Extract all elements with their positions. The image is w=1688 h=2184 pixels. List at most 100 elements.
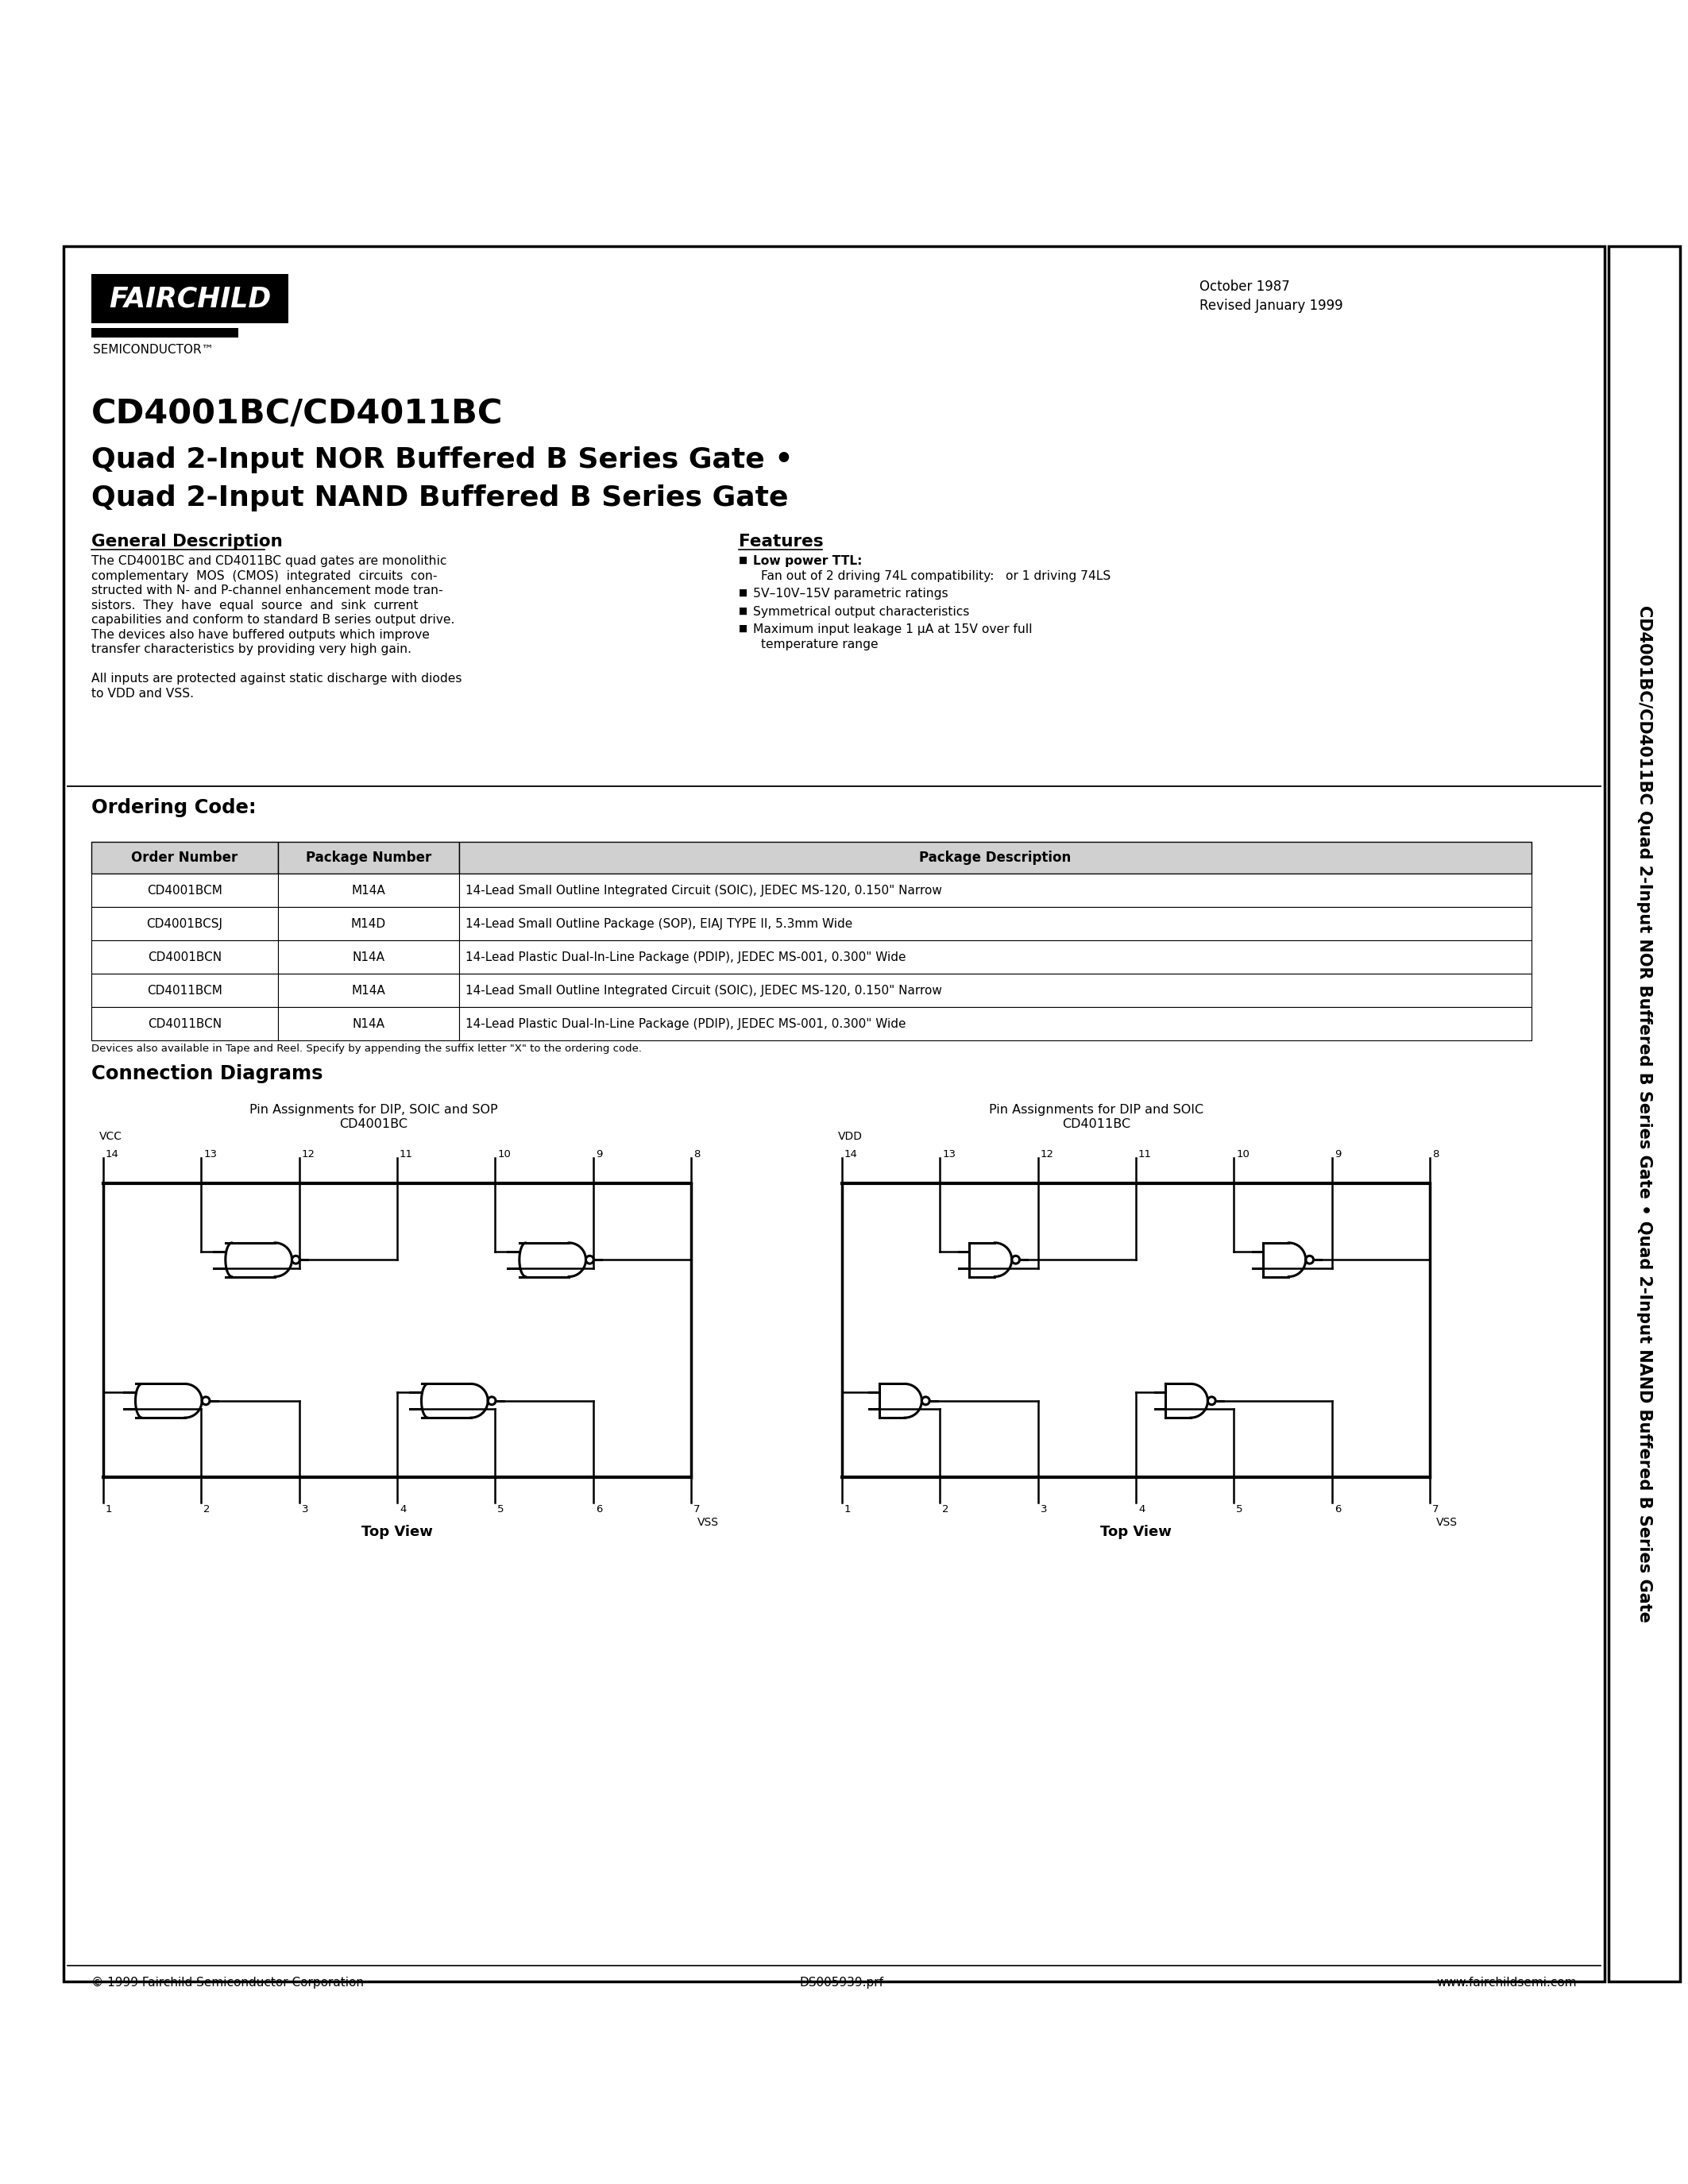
Bar xyxy=(91,974,279,1007)
Text: 14-Lead Small Outline Integrated Circuit (SOIC), JEDEC MS-120, 0.150" Narrow: 14-Lead Small Outline Integrated Circuit… xyxy=(466,885,942,895)
Text: CD4001BC/CD4011BC Quad 2-Input NOR Buffered B Series Gate • Quad 2-Input NAND Bu: CD4001BC/CD4011BC Quad 2-Input NOR Buffe… xyxy=(1636,605,1653,1623)
Text: Devices also available in Tape and Reel. Specify by appending the suffix letter : Devices also available in Tape and Reel.… xyxy=(91,1044,641,1055)
Text: 3: 3 xyxy=(1040,1505,1047,1514)
Text: ■: ■ xyxy=(739,622,748,633)
Text: N14A: N14A xyxy=(353,1018,385,1029)
Text: Fan out of 2 driving 74L compatibility:   or 1 driving 74LS: Fan out of 2 driving 74L compatibility: … xyxy=(761,570,1111,581)
Text: 2: 2 xyxy=(942,1505,949,1514)
Bar xyxy=(459,941,1531,974)
Text: VSS: VSS xyxy=(1436,1518,1458,1529)
Text: 7: 7 xyxy=(694,1505,701,1514)
Bar xyxy=(279,974,459,1007)
Text: M14A: M14A xyxy=(351,985,385,996)
Text: 11: 11 xyxy=(400,1149,414,1160)
Text: 14-Lead Plastic Dual-In-Line Package (PDIP), JEDEC MS-001, 0.300" Wide: 14-Lead Plastic Dual-In-Line Package (PD… xyxy=(466,1018,906,1029)
Text: complementary  MOS  (CMOS)  integrated  circuits  con-: complementary MOS (CMOS) integrated circ… xyxy=(91,570,437,581)
Text: N14A: N14A xyxy=(353,950,385,963)
Text: 14-Lead Small Outline Package (SOP), EIAJ TYPE II, 5.3mm Wide: 14-Lead Small Outline Package (SOP), EIA… xyxy=(466,917,852,930)
Text: 9: 9 xyxy=(596,1149,603,1160)
Text: Pin Assignments for DIP and SOIC: Pin Assignments for DIP and SOIC xyxy=(989,1103,1204,1116)
Bar xyxy=(91,328,238,339)
Text: Low power TTL:: Low power TTL: xyxy=(753,555,863,568)
Text: Ordering Code:: Ordering Code: xyxy=(91,797,257,817)
Text: Symmetrical output characteristics: Symmetrical output characteristics xyxy=(753,605,969,618)
Bar xyxy=(91,906,279,941)
Text: ■: ■ xyxy=(739,605,748,616)
Text: CD4011BCN: CD4011BCN xyxy=(149,1018,221,1029)
Text: ■: ■ xyxy=(739,555,748,566)
Text: 14-Lead Small Outline Integrated Circuit (SOIC), JEDEC MS-120, 0.150" Narrow: 14-Lead Small Outline Integrated Circuit… xyxy=(466,985,942,996)
Text: CD4001BCN: CD4001BCN xyxy=(149,950,221,963)
Text: October 1987: October 1987 xyxy=(1200,280,1290,295)
Text: CD4001BCM: CD4001BCM xyxy=(147,885,223,895)
Bar xyxy=(91,1007,279,1040)
Text: M14D: M14D xyxy=(351,917,387,930)
Text: temperature range: temperature range xyxy=(761,638,878,651)
Text: Package Description: Package Description xyxy=(920,850,1072,865)
Text: 5V–10V–15V parametric ratings: 5V–10V–15V parametric ratings xyxy=(753,587,949,601)
Text: transfer characteristics by providing very high gain.: transfer characteristics by providing ve… xyxy=(91,644,412,655)
Text: 12: 12 xyxy=(1040,1149,1053,1160)
Text: 12: 12 xyxy=(302,1149,316,1160)
Text: 1: 1 xyxy=(844,1505,851,1514)
Text: Order Number: Order Number xyxy=(132,850,238,865)
Text: 11: 11 xyxy=(1138,1149,1151,1160)
Text: 3: 3 xyxy=(302,1505,309,1514)
Text: 8: 8 xyxy=(694,1149,701,1160)
Text: CD4001BCSJ: CD4001BCSJ xyxy=(147,917,223,930)
Text: 9: 9 xyxy=(1334,1149,1340,1160)
Text: 5: 5 xyxy=(498,1505,505,1514)
Bar xyxy=(279,906,459,941)
Text: The devices also have buffered outputs which improve: The devices also have buffered outputs w… xyxy=(91,629,430,640)
Text: 6: 6 xyxy=(1334,1505,1340,1514)
Text: Quad 2-Input NOR Buffered B Series Gate •: Quad 2-Input NOR Buffered B Series Gate … xyxy=(91,446,793,474)
Text: Top View: Top View xyxy=(361,1524,432,1540)
Bar xyxy=(279,841,459,874)
Text: www.fairchildsemi.com: www.fairchildsemi.com xyxy=(1436,1977,1577,1990)
Text: 6: 6 xyxy=(596,1505,603,1514)
Text: to VDD and VSS.: to VDD and VSS. xyxy=(91,688,194,699)
Bar xyxy=(459,974,1531,1007)
Text: capabilities and conform to standard B series output drive.: capabilities and conform to standard B s… xyxy=(91,614,454,627)
Text: Revised January 1999: Revised January 1999 xyxy=(1200,299,1344,312)
Bar xyxy=(64,247,1605,1981)
Text: Top View: Top View xyxy=(1101,1524,1171,1540)
Text: 4: 4 xyxy=(1138,1505,1144,1514)
Text: Quad 2-Input NAND Buffered B Series Gate: Quad 2-Input NAND Buffered B Series Gate xyxy=(91,485,788,511)
Text: VDD: VDD xyxy=(837,1131,863,1142)
Text: SEMICONDUCTOR™: SEMICONDUCTOR™ xyxy=(93,343,214,356)
Bar xyxy=(279,1007,459,1040)
Bar xyxy=(91,273,289,323)
Text: Maximum input leakage 1 μA at 15V over full: Maximum input leakage 1 μA at 15V over f… xyxy=(753,622,1033,636)
Text: General Description: General Description xyxy=(91,533,282,550)
Bar xyxy=(91,874,279,906)
Bar xyxy=(91,941,279,974)
Text: DS005939.prf: DS005939.prf xyxy=(800,1977,885,1990)
Text: 8: 8 xyxy=(1431,1149,1438,1160)
Text: FAIRCHILD: FAIRCHILD xyxy=(108,286,272,312)
Text: 7: 7 xyxy=(1431,1505,1438,1514)
Text: CD4011BCM: CD4011BCM xyxy=(147,985,223,996)
Text: © 1999 Fairchild Semiconductor Corporation: © 1999 Fairchild Semiconductor Corporati… xyxy=(91,1977,365,1990)
Bar xyxy=(459,1007,1531,1040)
Text: 14: 14 xyxy=(106,1149,120,1160)
Text: structed with N- and P-channel enhancement mode tran-: structed with N- and P-channel enhanceme… xyxy=(91,585,442,596)
Bar xyxy=(91,841,279,874)
Bar xyxy=(279,874,459,906)
Text: The CD4001BC and CD4011BC quad gates are monolithic: The CD4001BC and CD4011BC quad gates are… xyxy=(91,555,447,568)
Text: 5: 5 xyxy=(1236,1505,1242,1514)
Text: 4: 4 xyxy=(400,1505,407,1514)
Text: 14-Lead Plastic Dual-In-Line Package (PDIP), JEDEC MS-001, 0.300" Wide: 14-Lead Plastic Dual-In-Line Package (PD… xyxy=(466,950,906,963)
Text: 1: 1 xyxy=(106,1505,113,1514)
Text: CD4011BC: CD4011BC xyxy=(1062,1118,1131,1129)
Text: Connection Diagrams: Connection Diagrams xyxy=(91,1064,322,1083)
Text: 2: 2 xyxy=(204,1505,211,1514)
Text: Package Number: Package Number xyxy=(306,850,432,865)
Text: CD4001BC: CD4001BC xyxy=(339,1118,407,1129)
Bar xyxy=(459,874,1531,906)
Bar xyxy=(1609,247,1680,1981)
Text: 13: 13 xyxy=(204,1149,218,1160)
Text: CD4001BC/CD4011BC: CD4001BC/CD4011BC xyxy=(91,397,503,430)
Text: All inputs are protected against static discharge with diodes: All inputs are protected against static … xyxy=(91,673,463,684)
Text: Pin Assignments for DIP, SOIC and SOP: Pin Assignments for DIP, SOIC and SOP xyxy=(250,1103,498,1116)
